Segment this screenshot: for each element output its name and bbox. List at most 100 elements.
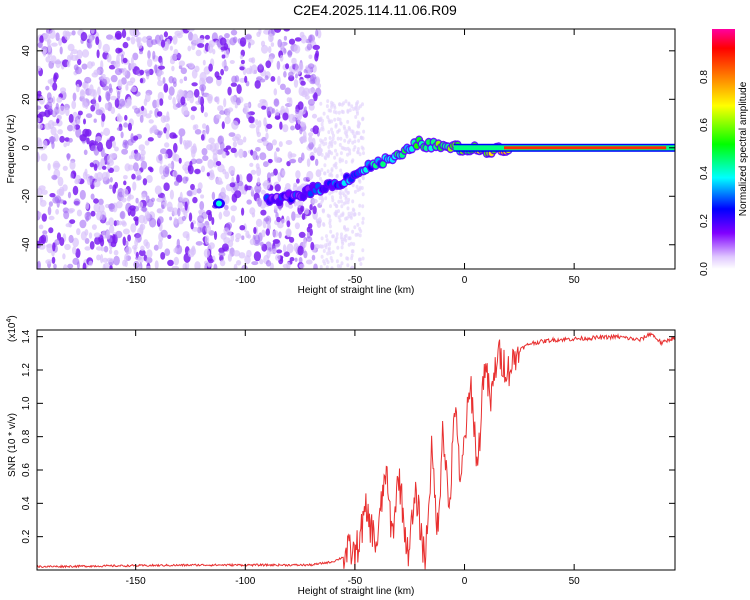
noise-blob xyxy=(95,36,100,46)
noise-blob xyxy=(223,65,229,72)
noise-blob xyxy=(297,115,301,125)
noise-blob xyxy=(152,50,156,60)
noise-blob xyxy=(251,64,258,75)
noise-blob xyxy=(154,64,158,74)
noise-blob xyxy=(125,84,129,91)
noise-blob xyxy=(152,99,158,109)
noise-blob xyxy=(357,138,361,143)
noise-blob xyxy=(192,33,199,44)
noise-blob xyxy=(97,86,101,97)
noise-blob xyxy=(178,128,186,137)
noise-blob xyxy=(259,259,264,265)
noise-blob xyxy=(350,265,354,269)
noise-blob xyxy=(161,204,165,209)
noise-blob xyxy=(142,205,147,213)
noise-blob xyxy=(130,133,134,143)
snr-panel: -150 -100 -50 0 50 0.2 0.4 0.6 0.8 1.0 1.2 1.4 Heig… xyxy=(6,315,676,597)
noise-blob xyxy=(255,147,261,152)
noise-blob xyxy=(120,210,126,220)
noise-blob xyxy=(258,120,262,128)
noise-blob xyxy=(298,257,303,264)
noise-blob xyxy=(263,180,271,190)
noise-blob xyxy=(148,119,154,124)
noise-blob xyxy=(338,157,342,162)
noise-blob xyxy=(37,65,42,72)
noise-blob xyxy=(163,83,169,93)
noise-blob xyxy=(334,148,337,153)
noise-blob xyxy=(352,208,356,213)
noise-blob xyxy=(320,122,324,127)
noise-blob xyxy=(220,68,225,76)
noise-blob xyxy=(37,139,43,148)
noise-blob xyxy=(76,209,82,217)
noise-blob xyxy=(139,114,144,123)
noise-blob xyxy=(153,244,159,251)
noise-blob xyxy=(159,165,164,175)
noise-blob xyxy=(200,134,205,141)
noise-blob xyxy=(105,230,111,240)
noise-blob xyxy=(51,42,58,47)
noise-blob xyxy=(123,180,127,186)
noise-blob xyxy=(291,211,296,222)
noise-blob xyxy=(205,124,210,135)
noise-blob xyxy=(324,243,327,248)
noise-blob xyxy=(41,213,47,222)
noise-blob xyxy=(137,201,144,209)
noise-blob xyxy=(192,196,198,204)
noise-blob xyxy=(71,30,76,36)
noise-blob xyxy=(294,108,300,114)
noise-blob xyxy=(248,116,255,124)
noise-blob xyxy=(190,114,195,121)
noise-blob xyxy=(330,195,334,200)
noise-blob xyxy=(134,218,139,226)
noise-blob xyxy=(132,181,137,191)
noise-blob xyxy=(160,39,166,48)
noise-blob xyxy=(217,114,222,120)
noise-blob xyxy=(177,207,181,217)
noise-blob xyxy=(181,215,186,221)
snr-plot xyxy=(37,331,675,570)
noise-blob xyxy=(241,207,245,216)
noise-blob xyxy=(340,145,344,150)
noise-blob xyxy=(305,259,313,265)
noise-blob xyxy=(101,165,107,170)
noise-blob xyxy=(288,71,294,78)
y-tick-label: 40 xyxy=(21,45,32,57)
noise-blob xyxy=(140,149,146,156)
noise-blob xyxy=(304,74,311,79)
noise-blob xyxy=(74,66,83,75)
noise-blob xyxy=(194,261,201,269)
noise-blob xyxy=(334,124,338,129)
noise-blob xyxy=(100,158,105,166)
noise-blob xyxy=(337,209,340,214)
noise-blob xyxy=(121,188,129,197)
noise-blob xyxy=(219,259,226,267)
noise-blob xyxy=(239,37,247,47)
noise-blob xyxy=(77,110,83,116)
noise-blob xyxy=(340,199,343,204)
noise-blob xyxy=(330,144,334,148)
noise-blob xyxy=(249,238,256,246)
noise-blob xyxy=(105,171,110,179)
noise-blob xyxy=(208,242,215,250)
noise-blob xyxy=(279,83,286,91)
noise-blob xyxy=(53,263,57,269)
noise-blob xyxy=(37,123,43,130)
noise-blob xyxy=(197,182,203,190)
noise-blob xyxy=(254,184,262,194)
noise-blob xyxy=(86,38,91,49)
noise-blob xyxy=(58,186,65,197)
noise-blob xyxy=(110,95,117,101)
noise-blob xyxy=(351,229,355,234)
noise-blob xyxy=(339,168,343,173)
noise-blob xyxy=(223,209,231,217)
noise-blob xyxy=(98,95,102,103)
noise-blob xyxy=(45,259,53,265)
noise-blob xyxy=(282,244,287,253)
noise-blob xyxy=(65,31,73,37)
ridge-layer xyxy=(212,135,675,209)
noise-blob xyxy=(94,236,101,245)
noise-blob xyxy=(156,197,163,203)
noise-blob xyxy=(314,77,320,85)
